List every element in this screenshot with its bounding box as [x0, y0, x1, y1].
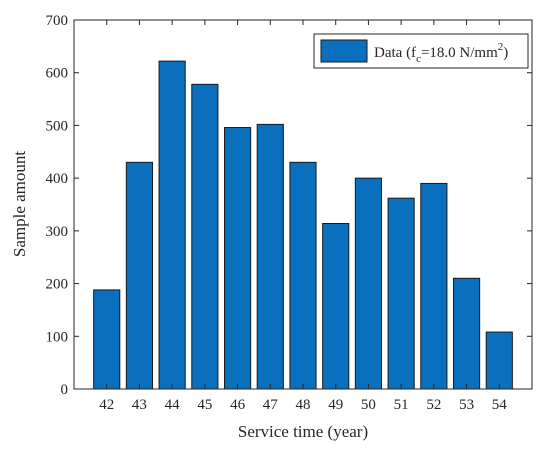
- legend-label-prefix: Data (f: [374, 45, 416, 61]
- bars-layer: [93, 60, 513, 390]
- x-tick-label: 45: [197, 397, 212, 413]
- legend-swatch: [320, 39, 368, 63]
- legend-label: Data (fc=18.0 N/mm2): [374, 41, 508, 65]
- bar-54: [485, 331, 513, 390]
- x-tick-label: 42: [99, 397, 114, 413]
- bar-47: [256, 123, 284, 390]
- legend-label-superscript: 2: [498, 41, 504, 53]
- y-axis: 0 100 200 300 400 500 600 700: [46, 13, 532, 398]
- y-tick-label: 700: [46, 13, 69, 29]
- x-axis: 42 43 44 45 46 47 48 49 50 51 52 53 54: [99, 20, 507, 413]
- y-axis-title: Sample amount: [10, 151, 29, 258]
- bar-42: [93, 289, 121, 390]
- bar-44: [158, 60, 186, 390]
- legend-label-suffix: ): [503, 45, 508, 61]
- x-tick-label: 47: [263, 397, 279, 413]
- y-tick-label: 300: [46, 224, 69, 240]
- x-tick-label: 44: [165, 397, 181, 413]
- y-tick-label: 400: [46, 171, 69, 187]
- y-tick-label: 600: [46, 66, 69, 82]
- y-tick-label: 100: [46, 329, 69, 345]
- bar-50: [354, 177, 383, 390]
- x-tick-label: 52: [426, 397, 441, 413]
- bar-52: [420, 182, 448, 390]
- x-tick-label: 43: [132, 397, 147, 413]
- bar-48: [289, 161, 317, 390]
- x-tick-label: 49: [328, 397, 343, 413]
- x-tick-label: 46: [230, 397, 246, 413]
- x-tick-label: 51: [394, 397, 409, 413]
- legend-label-subscript: c: [416, 53, 421, 65]
- legend-label-middle: =18.0 N/mm: [421, 45, 498, 61]
- y-tick-label: 200: [46, 277, 69, 293]
- legend: Data (fc=18.0 N/mm2): [313, 33, 529, 69]
- x-tick-label: 48: [296, 397, 311, 413]
- bar-46: [223, 127, 252, 390]
- y-tick-label: 0: [61, 382, 69, 398]
- bar-43: [125, 161, 154, 390]
- x-tick-label: 50: [361, 397, 376, 413]
- y-tick-label: 500: [46, 118, 69, 134]
- bar-45: [191, 83, 219, 390]
- x-tick-label: 53: [459, 397, 474, 413]
- x-axis-title: Service time (year): [238, 422, 368, 441]
- bar-49: [322, 222, 350, 390]
- x-tick-label: 54: [492, 397, 508, 413]
- bar-53: [452, 277, 481, 390]
- bar-51: [387, 197, 415, 390]
